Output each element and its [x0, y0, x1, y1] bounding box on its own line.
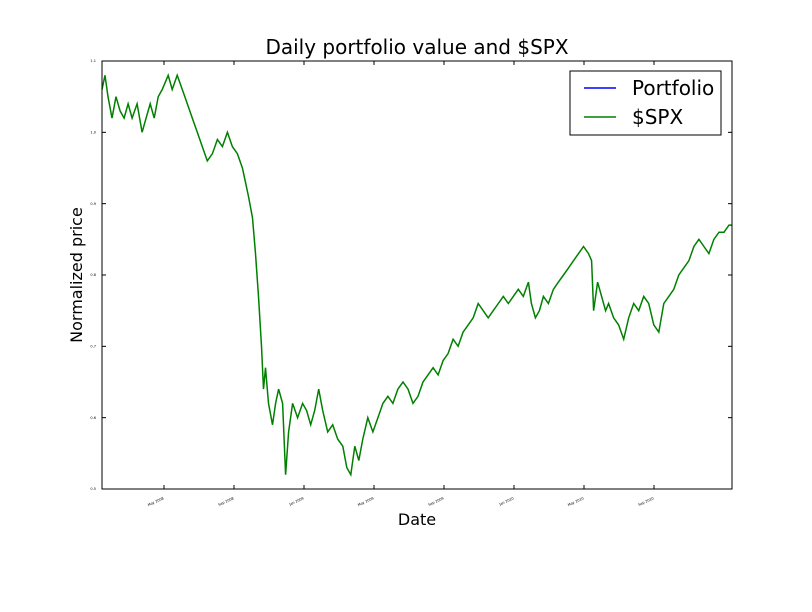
- x-tick-label: Jan 2010: [498, 496, 515, 507]
- x-tick-label: May 2009: [357, 496, 374, 507]
- y-tick-label: 0.6: [90, 416, 96, 420]
- x-tick-label: Sep 2009: [428, 496, 445, 507]
- y-tick-label: 0.9: [90, 202, 96, 206]
- y-tick-label: 0.5: [90, 487, 96, 491]
- x-tick-label: May 2008: [147, 496, 164, 507]
- y-tick-label: 0.7: [90, 345, 96, 349]
- x-tick-label: May 2010: [567, 496, 584, 507]
- series-line-1: [101, 73, 732, 477]
- chart-title: Daily portfolio value and $SPX: [265, 35, 568, 59]
- legend-label: Portfolio: [632, 76, 714, 100]
- legend-box: [569, 70, 722, 136]
- y-axis-label: Normalized price: [67, 207, 86, 343]
- x-tick-label: Sep 2008: [218, 496, 235, 507]
- x-tick-label: Sep 2010: [638, 496, 655, 507]
- y-tick-label: 1.0: [90, 131, 96, 135]
- legend-label: $SPX: [632, 105, 683, 129]
- x-tick-label: Jan 2009: [288, 496, 305, 507]
- x-axis-label: Date: [398, 510, 436, 529]
- y-tick-label: 1.1: [90, 59, 96, 63]
- y-tick-label: 0.8: [90, 273, 96, 277]
